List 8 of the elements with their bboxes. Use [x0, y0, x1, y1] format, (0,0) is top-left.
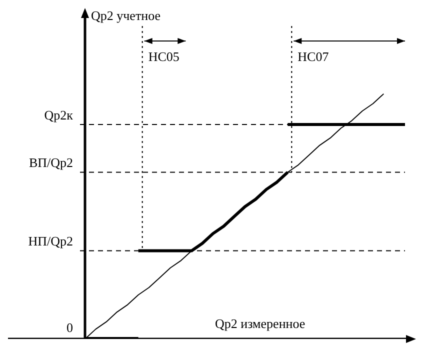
text: НС07: [298, 48, 330, 64]
x-axis-title: Qp2 измеренное: [215, 316, 306, 331]
ref-line-label: НП/Qp2: [28, 234, 73, 249]
text: Qp2 учетное: [91, 8, 161, 23]
ref-line-label: Qp2к: [44, 107, 74, 122]
text: НС05: [148, 48, 180, 64]
text: 0: [66, 320, 73, 335]
ref-line-label: ВП/Qp2: [28, 155, 73, 170]
